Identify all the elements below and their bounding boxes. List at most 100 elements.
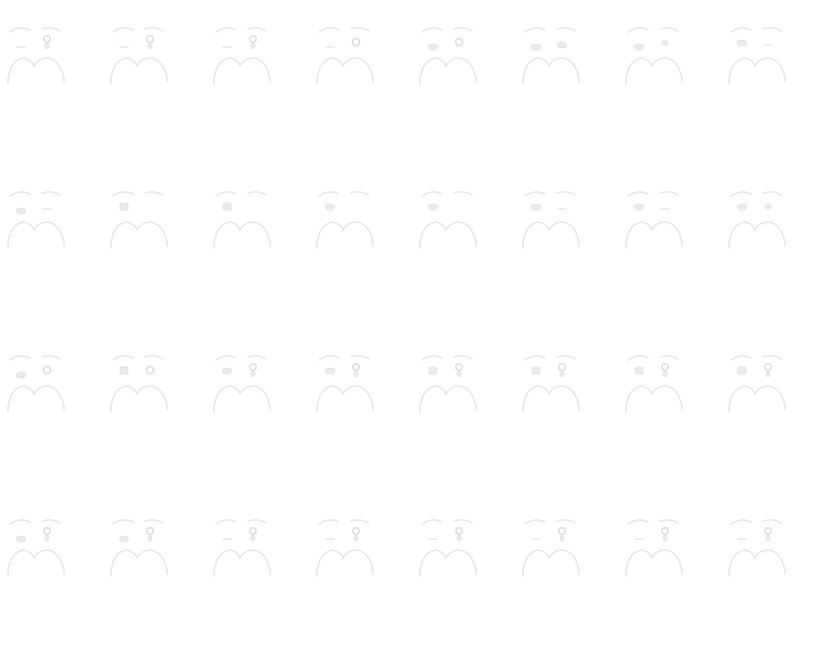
left-eye-square-high bbox=[737, 366, 747, 375]
face-sprite-graphic bbox=[213, 191, 271, 249]
sprite-frame bbox=[0, 328, 103, 492]
sprite-frame bbox=[618, 492, 721, 656]
right-eyebrow bbox=[556, 191, 576, 196]
face-sprite-graphic bbox=[213, 355, 271, 413]
right-eyebrow bbox=[659, 27, 679, 32]
right-eye-dot-tail bbox=[351, 527, 360, 541]
face-sprite-graphic bbox=[625, 355, 683, 413]
sprite-frame bbox=[206, 164, 309, 328]
sprite-frame bbox=[206, 0, 309, 164]
right-eye-dot-tail bbox=[763, 527, 772, 541]
right-eyebrow bbox=[453, 27, 473, 32]
left-cheek-arc bbox=[419, 549, 447, 573]
face-sprite-graphic bbox=[110, 27, 168, 85]
left-cheek-arc bbox=[728, 385, 756, 409]
right-eye-small-blob bbox=[764, 204, 772, 210]
right-eye-dot-tail bbox=[145, 527, 154, 541]
left-eyebrow bbox=[9, 519, 31, 525]
face-sprite-graphic bbox=[728, 27, 786, 85]
sprite-frame bbox=[103, 328, 206, 492]
face-sprite-graphic bbox=[316, 191, 374, 249]
face-sprite-graphic bbox=[110, 519, 168, 577]
sprite-frame bbox=[515, 328, 618, 492]
face-sprite-graphic bbox=[522, 27, 580, 85]
left-eyebrow bbox=[215, 27, 237, 33]
left-cheek-arc bbox=[316, 221, 344, 245]
left-eye-blob-high bbox=[634, 203, 644, 211]
sprite-frame bbox=[618, 328, 721, 492]
face-sprite-graphic bbox=[7, 355, 65, 413]
right-cheek-arc bbox=[33, 549, 65, 571]
face-sprite-graphic bbox=[419, 27, 477, 85]
left-cheek-arc bbox=[625, 221, 653, 245]
sprite-frame bbox=[103, 164, 206, 328]
left-cheek-arc bbox=[213, 221, 241, 245]
sprite-frame bbox=[618, 0, 721, 164]
left-eyebrow bbox=[318, 355, 340, 361]
left-eyebrow bbox=[524, 27, 546, 33]
left-eyebrow bbox=[421, 519, 443, 525]
face-sprite-graphic bbox=[419, 191, 477, 249]
left-cheek-arc bbox=[110, 549, 138, 573]
right-eyebrow bbox=[762, 355, 782, 360]
right-eyebrow bbox=[350, 27, 370, 32]
left-eyebrow bbox=[730, 191, 752, 197]
sprite-frame bbox=[309, 328, 412, 492]
left-cheek-arc bbox=[110, 221, 138, 245]
left-eyebrow bbox=[318, 519, 340, 525]
right-cheek-arc bbox=[754, 221, 786, 243]
right-eye-dot-tail bbox=[454, 363, 463, 377]
left-cheek-arc bbox=[728, 57, 756, 81]
left-eyebrow bbox=[9, 191, 31, 197]
right-cheek-arc bbox=[548, 549, 580, 571]
left-cheek-arc bbox=[625, 57, 653, 81]
left-cheek-arc bbox=[316, 549, 344, 573]
right-cheek-arc bbox=[33, 57, 65, 79]
left-eye-blob-high bbox=[428, 203, 438, 211]
left-eyebrow bbox=[524, 519, 546, 525]
right-cheek-arc bbox=[342, 385, 374, 407]
left-cheek-arc bbox=[7, 221, 35, 245]
left-eyebrow bbox=[627, 355, 649, 361]
sprite-frame bbox=[412, 492, 515, 656]
right-eye-dot-tail bbox=[660, 363, 669, 377]
right-eye-blob bbox=[557, 41, 567, 49]
sprite-frame bbox=[412, 328, 515, 492]
face-sprite-graphic bbox=[522, 355, 580, 413]
left-eyebrow bbox=[730, 355, 752, 361]
left-eyebrow bbox=[112, 355, 134, 361]
left-eyebrow bbox=[9, 355, 31, 361]
right-eyebrow bbox=[41, 355, 61, 360]
left-eye-square-high bbox=[634, 366, 644, 375]
right-cheek-arc bbox=[548, 57, 580, 79]
right-eyebrow bbox=[247, 355, 267, 360]
right-eyebrow bbox=[144, 191, 164, 196]
face-sprite-graphic bbox=[522, 191, 580, 249]
right-cheek-arc bbox=[136, 221, 168, 243]
right-cheek-arc bbox=[136, 549, 168, 571]
right-cheek-arc bbox=[445, 221, 477, 243]
left-eye-blob bbox=[16, 371, 26, 379]
right-eyebrow bbox=[41, 27, 61, 32]
sprite-frame bbox=[309, 492, 412, 656]
left-eyebrow bbox=[215, 191, 237, 197]
right-eye-dot-tail bbox=[454, 527, 463, 541]
left-cheek-arc bbox=[110, 385, 138, 409]
left-eyebrow bbox=[627, 191, 649, 197]
right-cheek-arc bbox=[445, 385, 477, 407]
left-cheek-arc bbox=[316, 57, 344, 81]
right-cheek-arc bbox=[445, 57, 477, 79]
left-eye-square-high bbox=[222, 202, 232, 211]
left-eyebrow bbox=[524, 191, 546, 197]
left-eye-blob-high bbox=[325, 203, 335, 211]
left-eyebrow bbox=[421, 191, 443, 197]
right-eyebrow bbox=[762, 191, 782, 196]
right-cheek-arc bbox=[548, 385, 580, 407]
right-eye-dot-tail bbox=[557, 527, 566, 541]
right-eye-dot-tail bbox=[42, 527, 51, 541]
right-eyebrow bbox=[144, 355, 164, 360]
sprite-frame bbox=[515, 164, 618, 328]
left-eye-blob-high bbox=[531, 203, 541, 211]
right-cheek-arc bbox=[754, 549, 786, 571]
sprite-frame bbox=[206, 328, 309, 492]
